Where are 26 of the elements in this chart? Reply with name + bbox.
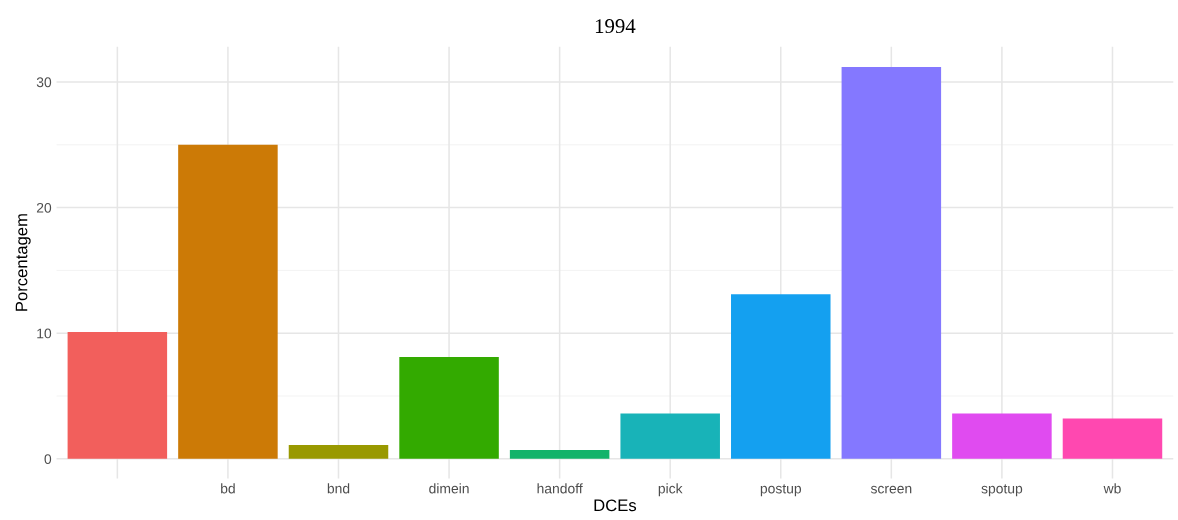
y-axis-title: Porcentagem — [15, 214, 31, 311]
x-tick-label: wb — [1103, 483, 1121, 494]
x-tick-label: spotup — [981, 484, 1023, 497]
x-axis-title: DCEs — [594, 499, 637, 512]
bar — [952, 413, 1052, 459]
bar — [620, 413, 720, 459]
y-tick-label: 20 — [36, 202, 52, 213]
y-tick-label: 0 — [44, 454, 52, 464]
bar — [399, 357, 499, 459]
bar — [731, 294, 831, 459]
bar — [509, 450, 610, 459]
x-tick-label: postup — [760, 484, 802, 497]
x-tick-label: handoff — [537, 483, 583, 494]
x-tick-label: bnd — [327, 483, 350, 494]
bar — [1062, 418, 1163, 459]
x-tick-label: dimein — [429, 483, 469, 494]
x-tick-label: pick — [658, 483, 683, 497]
x-tick-label: screen — [870, 485, 912, 494]
x-tick-label: bd — [221, 483, 235, 494]
bar — [288, 444, 389, 459]
bar — [178, 144, 278, 459]
y-tick-label: 30 — [36, 77, 52, 88]
chart-title: 1994 — [595, 19, 636, 34]
bar — [841, 66, 942, 459]
y-tick-label: 10 — [37, 328, 52, 339]
bar — [67, 331, 168, 459]
